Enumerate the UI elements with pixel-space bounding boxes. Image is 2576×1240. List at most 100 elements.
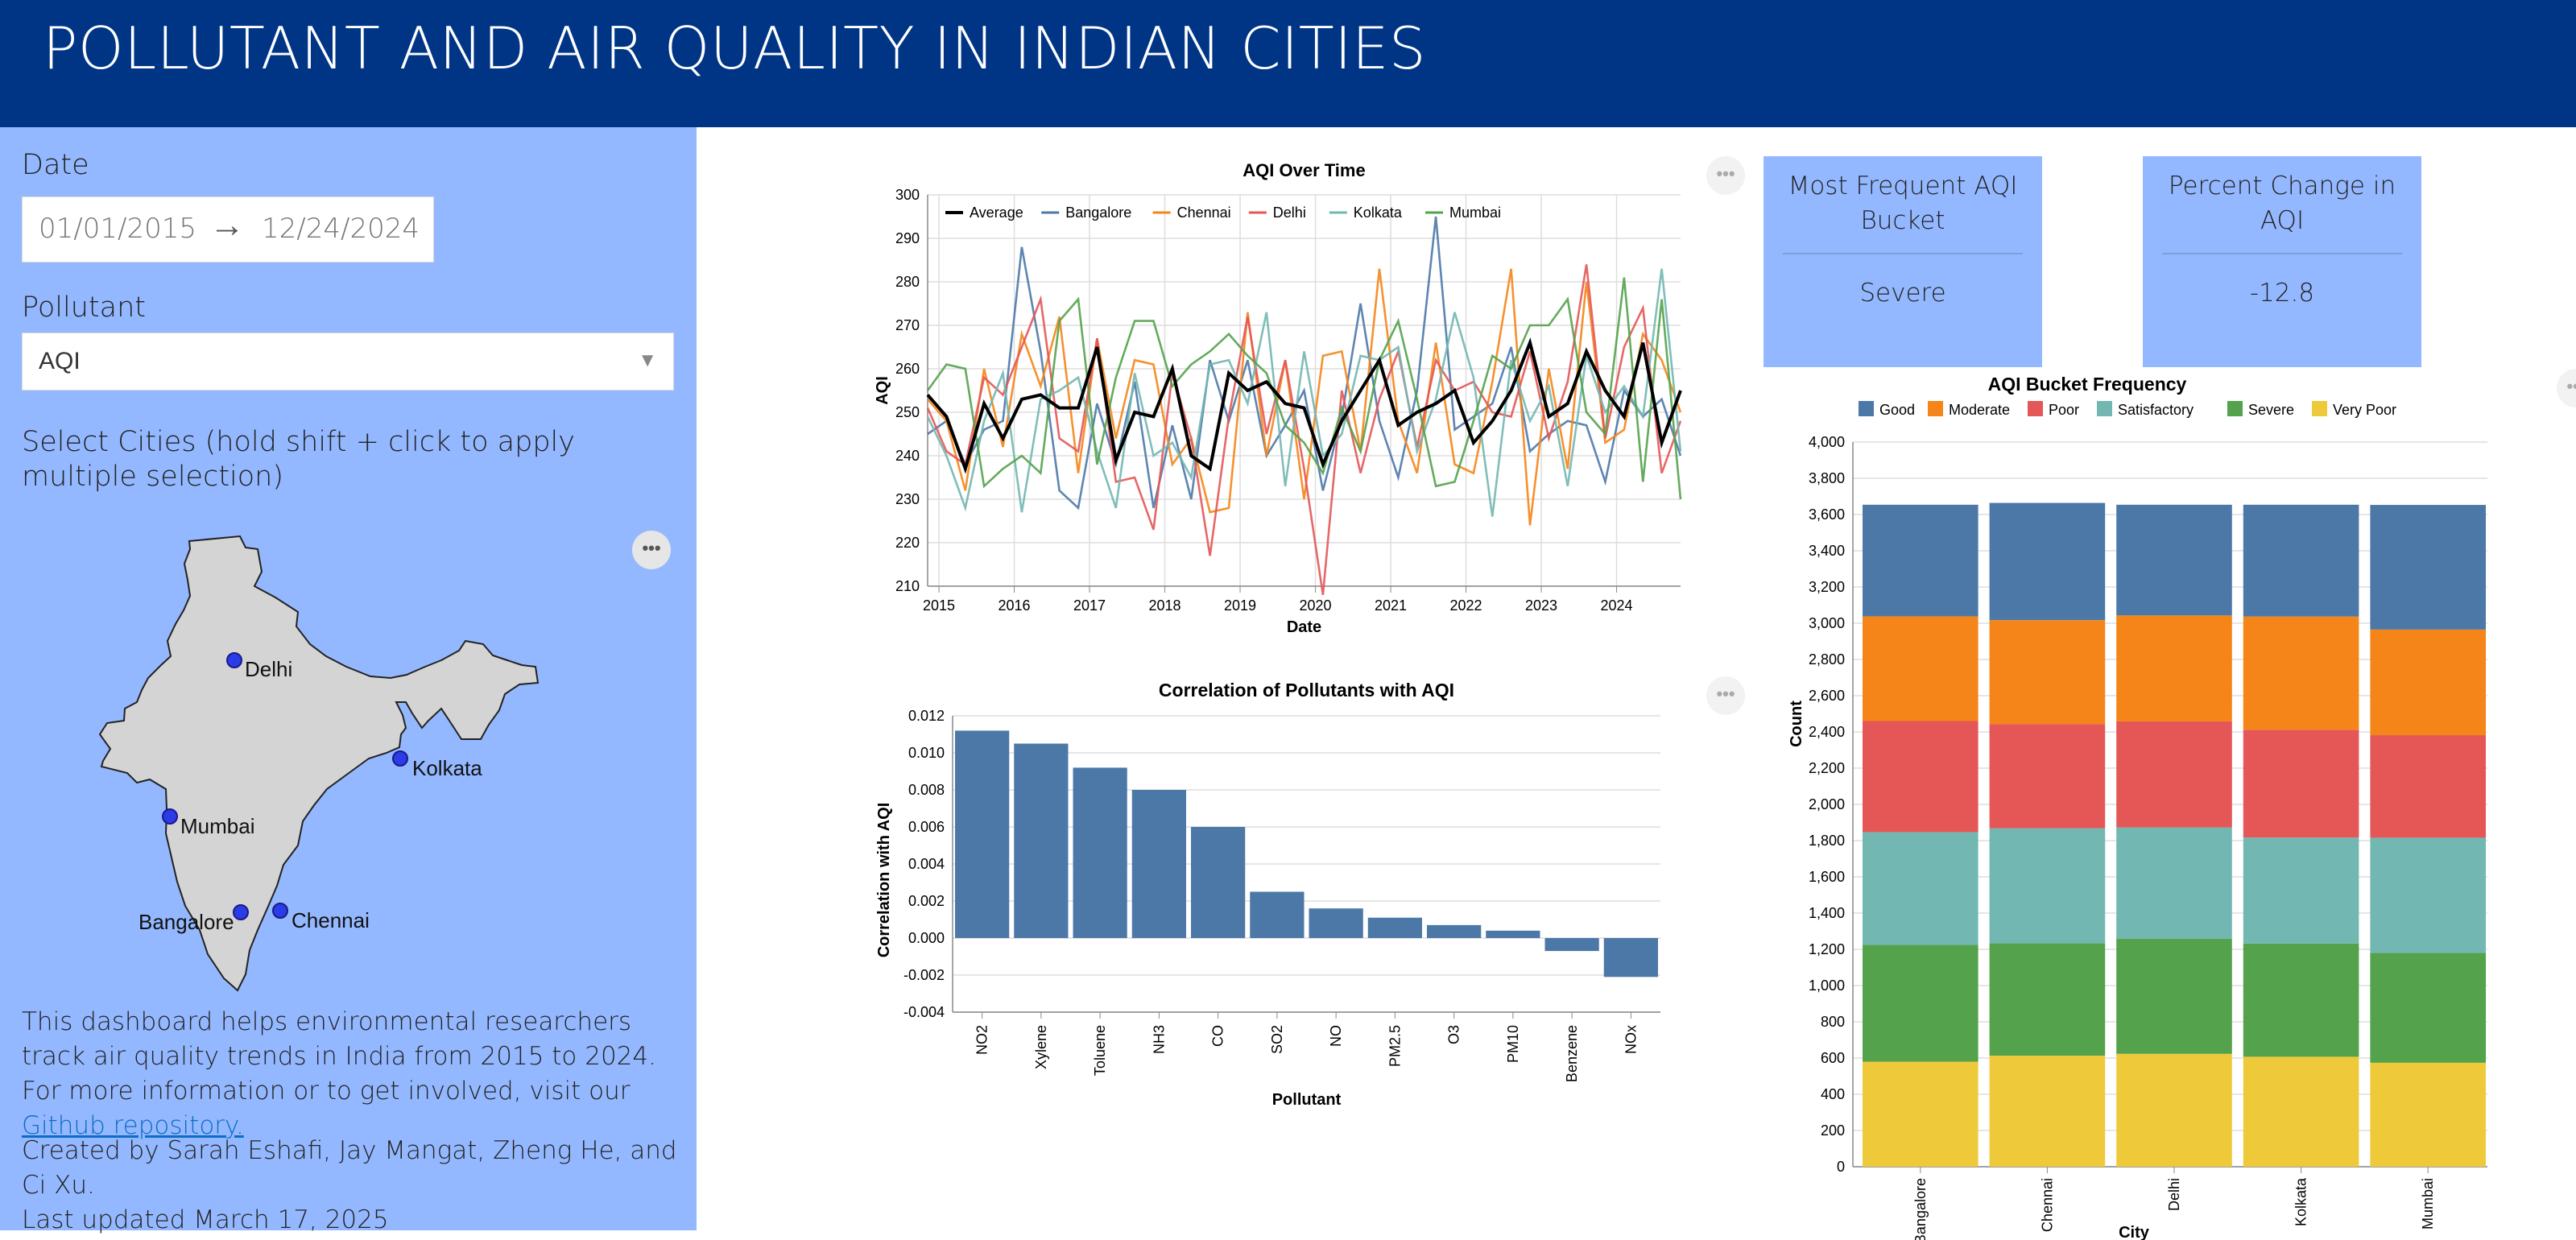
date-range-picker[interactable]: 01/01/2015 → 12/24/2024 [22, 196, 434, 262]
y-tick-label: 3,800 [1809, 470, 1845, 486]
stack-segment-kolkata-poor [2243, 730, 2359, 838]
stack-segment-mumbai-poor [2370, 735, 2486, 838]
legend-label: Poor [2049, 402, 2079, 418]
legend-swatch-severe [2227, 401, 2243, 416]
x-axis-title: Date [1287, 618, 1321, 636]
y-tick-label: 4,000 [1809, 434, 1845, 450]
bar-nox [1603, 938, 1658, 978]
y-tick-label: 210 [895, 578, 920, 594]
date-start-input[interactable]: 01/01/2015 [39, 213, 196, 245]
y-tick-label: 2,000 [1809, 796, 1845, 812]
bar-no2 [955, 730, 1010, 938]
y-tick-label: 1,600 [1809, 869, 1845, 885]
y-tick-label: 2,200 [1809, 760, 1845, 776]
stack-segment-delhi-good [2116, 504, 2232, 616]
legend-swatch-satisfactory [2097, 401, 2112, 416]
credits: Created by Sarah Eshafi, Jay Mangat, Zhe… [22, 1134, 682, 1238]
kpi-card-most-frequent: Most Frequent AQI Bucket Severe [1764, 156, 2042, 367]
city-point-delhi[interactable] [226, 652, 242, 668]
bar-no [1309, 908, 1363, 938]
more-options-icon[interactable]: ••• [1706, 156, 1745, 195]
x-tick-label: 2019 [1224, 597, 1256, 614]
legend-label: Delhi [1273, 205, 1306, 221]
x-tick-label: 2022 [1450, 597, 1482, 614]
more-options-icon[interactable]: ••• [632, 531, 671, 569]
x-tick-label: Benzene [1564, 1025, 1580, 1082]
stack-segment-chennai-very-poor [1989, 1056, 2106, 1167]
x-tick-label: 2020 [1300, 597, 1332, 614]
y-tick-label: 0.008 [908, 782, 945, 798]
bar-pm2.5 [1367, 917, 1422, 938]
y-tick-label: 2,400 [1809, 724, 1845, 740]
cities-label: Select Cities (hold shift + click to app… [22, 426, 575, 493]
stack-segment-bangalore-good [1863, 504, 1979, 617]
pollutant-dropdown[interactable]: AQI ▼ [22, 333, 674, 391]
stack-segment-kolkata-moderate [2243, 616, 2359, 730]
stack-segment-chennai-satisfactory [1989, 828, 2106, 944]
bar-xylene [1014, 743, 1069, 938]
caret-down-icon: ▼ [638, 349, 657, 371]
y-tick-label: 220 [895, 535, 920, 551]
bar-o3 [1427, 924, 1482, 938]
more-options-icon[interactable]: ••• [1706, 676, 1745, 715]
city-point-bangalore[interactable] [233, 904, 249, 920]
date-end-input[interactable]: 12/24/2024 [262, 213, 420, 245]
github-link[interactable]: Github repository. [22, 1111, 244, 1140]
y-tick-label: 3,400 [1809, 543, 1845, 559]
y-tick-label: 0.006 [908, 819, 945, 835]
y-tick-label: 3,600 [1809, 506, 1845, 523]
stack-segment-mumbai-very-poor [2370, 1062, 2486, 1167]
bar-so2 [1250, 891, 1305, 938]
city-label-chennai: Chennai [292, 908, 370, 932]
y-tick-label: 230 [895, 491, 920, 507]
legend-label: Satisfactory [2118, 402, 2194, 418]
legend-label: Good [1879, 402, 1915, 418]
india-city-map[interactable]: Delhi Kolkata Mumbai Bangalore Chennai [81, 523, 548, 998]
legend-label: Very Poor [2333, 402, 2396, 418]
y-axis-title: Correlation with AQI [875, 803, 893, 958]
city-point-kolkata[interactable] [392, 750, 408, 767]
y-tick-label: 300 [895, 187, 920, 203]
x-tick-label: SO2 [1269, 1025, 1285, 1054]
chart-title: AQI Over Time [1243, 160, 1365, 180]
x-tick-label: 2024 [1601, 597, 1633, 614]
y-tick-label: 600 [1821, 1050, 1845, 1066]
x-tick-label: NH3 [1151, 1025, 1167, 1054]
page-title: POLLUTANT AND AIR QUALITY IN INDIAN CITI… [43, 14, 1427, 82]
pollutant-selected-value: AQI [39, 348, 81, 374]
x-tick-label: Bangalore [1912, 1178, 1929, 1240]
y-tick-label: 3,000 [1809, 615, 1845, 631]
series-line-mumbai [926, 277, 1682, 500]
x-tick-label: Xylene [1033, 1025, 1049, 1069]
x-tick-label: Mumbai [2420, 1178, 2436, 1230]
app-header: POLLUTANT AND AIR QUALITY IN INDIAN CITI… [0, 0, 2576, 127]
stack-segment-delhi-poor [2116, 721, 2232, 828]
city-point-mumbai[interactable] [162, 808, 178, 825]
y-tick-label: 3,200 [1809, 579, 1845, 595]
y-tick-label: 1,000 [1809, 978, 1845, 994]
x-tick-label: 2023 [1525, 597, 1557, 614]
city-label-kolkata: Kolkata [412, 756, 482, 780]
city-label-mumbai: Mumbai [180, 814, 254, 838]
stack-segment-bangalore-severe [1863, 944, 1979, 1062]
x-tick-label: Delhi [2166, 1178, 2182, 1211]
stack-segment-delhi-severe [2116, 938, 2232, 1054]
x-tick-label: PM10 [1505, 1025, 1521, 1063]
kpi-card-percent-change: Percent Change in AQI -12.8 [2143, 156, 2421, 367]
y-tick-label: 800 [1821, 1014, 1845, 1030]
x-tick-label: Kolkata [2293, 1177, 2309, 1226]
credits-authors: Created by Sarah Eshafi, Jay Mangat, Zhe… [22, 1136, 677, 1200]
kpi-value: -12.8 [2249, 279, 2315, 308]
bar-toluene [1073, 767, 1127, 938]
y-tick-label: 0.002 [908, 893, 945, 909]
bar-nh3 [1131, 790, 1186, 938]
legend-swatch-poor [2028, 401, 2043, 416]
x-tick-label: Chennai [2039, 1178, 2055, 1232]
x-tick-label: 2016 [999, 597, 1031, 614]
y-tick-label: 200 [1821, 1122, 1845, 1139]
legend-swatch-very-poor [2312, 401, 2327, 416]
stack-segment-chennai-good [1989, 502, 2106, 621]
city-point-chennai[interactable] [272, 903, 288, 919]
legend-swatch-moderate [1928, 401, 1943, 416]
stack-segment-delhi-very-poor [2116, 1053, 2232, 1167]
